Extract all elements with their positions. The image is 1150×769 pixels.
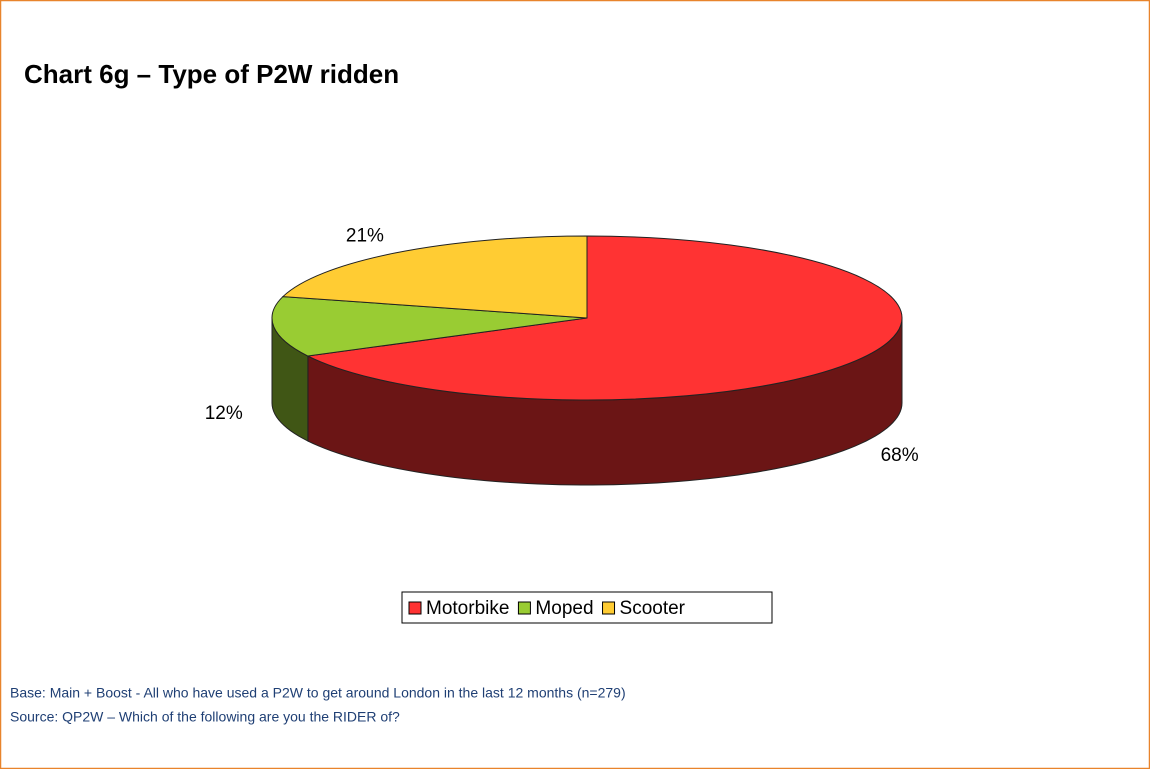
slice xyxy=(281,235,588,319)
legend-label: Motorbike xyxy=(426,598,509,619)
legend-swatch xyxy=(408,601,422,615)
note: Base: Main + Boost - All who have used a… xyxy=(10,685,626,701)
legend: Motorbike Moped Scooter xyxy=(408,598,686,619)
chart-title: Chart 6g – Type of P2W ridden xyxy=(24,59,399,89)
legend-swatch xyxy=(602,601,616,615)
data-label: 21% xyxy=(346,226,384,247)
data-label: 12% xyxy=(205,403,243,424)
legend-box xyxy=(401,591,773,624)
legend-label: Scooter xyxy=(620,598,686,619)
note: Source: QP2W – Which of the following ar… xyxy=(10,709,400,725)
pie xyxy=(271,235,903,486)
data-label: 68% xyxy=(881,445,919,466)
slice xyxy=(271,296,588,357)
legend-swatch xyxy=(517,601,531,615)
slice xyxy=(306,235,903,401)
legend-label: Moped xyxy=(535,598,593,619)
